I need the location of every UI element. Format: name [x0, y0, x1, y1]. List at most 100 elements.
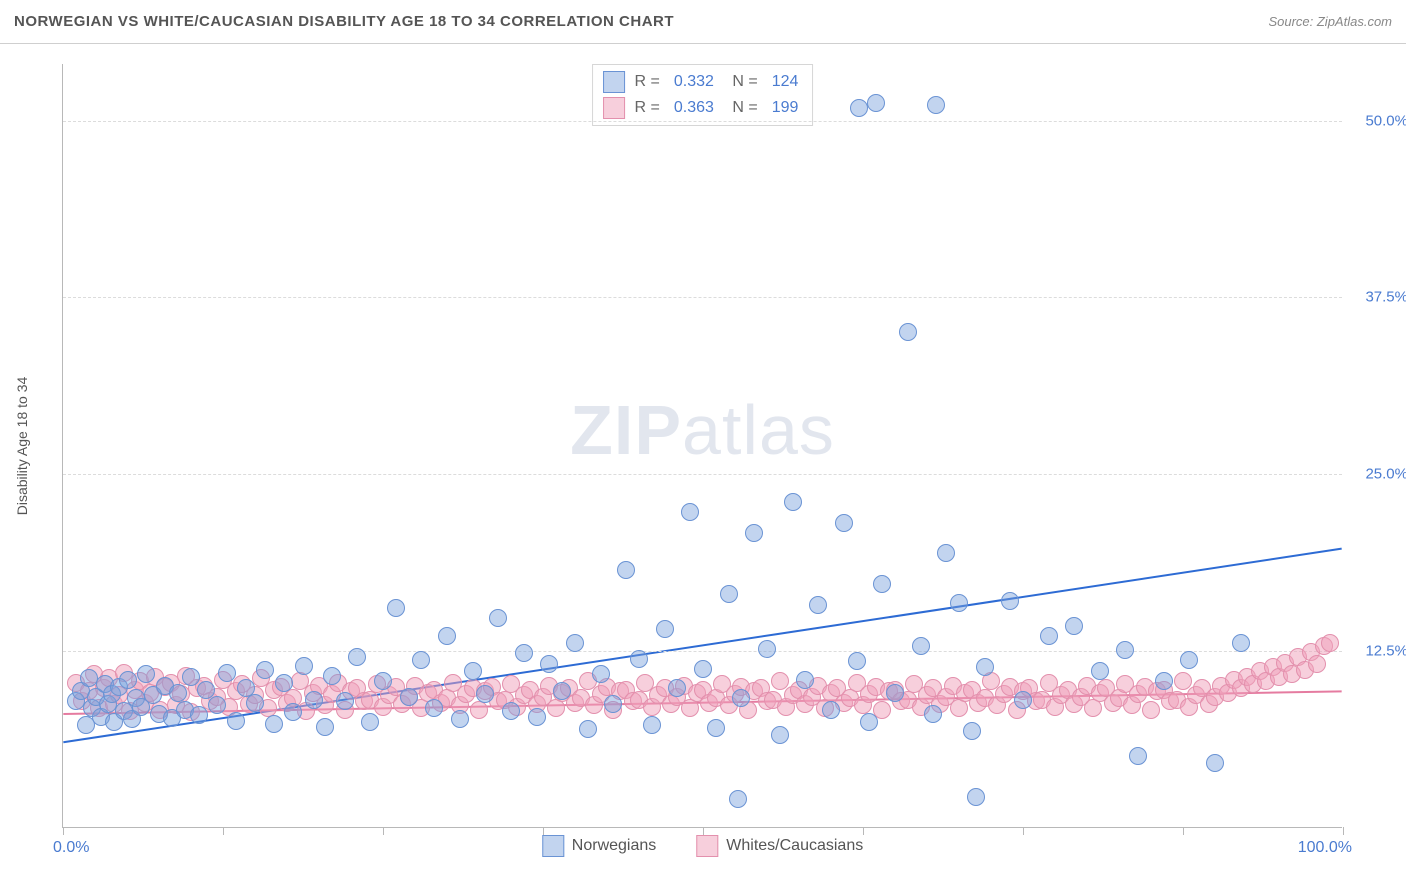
legend-row-0: R = 0.332 N = 124: [603, 69, 803, 95]
scatter-point: [502, 702, 520, 720]
scatter-point: [967, 788, 985, 806]
scatter-point: [796, 671, 814, 689]
scatter-point: [227, 712, 245, 730]
scatter-point: [976, 658, 994, 676]
scatter-point: [547, 699, 565, 717]
scatter-point: [515, 644, 533, 662]
chart-title: NORWEGIAN VS WHITE/CAUCASIAN DISABILITY …: [14, 13, 674, 30]
scatter-point: [681, 699, 699, 717]
scatter-point: [1014, 691, 1032, 709]
legend-n-0: 124: [772, 73, 799, 91]
scatter-point: [190, 706, 208, 724]
chart-header: NORWEGIAN VS WHITE/CAUCASIAN DISABILITY …: [0, 0, 1406, 44]
scatter-point: [182, 668, 200, 686]
scatter-point: [850, 99, 868, 117]
scatter-point: [912, 637, 930, 655]
scatter-point: [950, 699, 968, 717]
scatter-point: [528, 708, 546, 726]
x-axis-start-label: 0.0%: [53, 839, 89, 857]
series-swatch-0: [542, 835, 564, 857]
scatter-point: [566, 634, 584, 652]
x-tick: [223, 827, 224, 835]
series-label-1: Whites/Caucasians: [726, 837, 863, 855]
scatter-point: [412, 651, 430, 669]
scatter-point: [336, 692, 354, 710]
scatter-point: [758, 640, 776, 658]
scatter-point: [604, 695, 622, 713]
grid-line: [63, 121, 1342, 122]
correlation-legend: R = 0.332 N = 124 R = 0.363 N = 199: [592, 64, 814, 126]
y-tick-label: 25.0%: [1348, 466, 1406, 483]
scatter-point: [1116, 641, 1134, 659]
scatter-point: [1308, 655, 1326, 673]
scatter-point: [860, 713, 878, 731]
scatter-point: [1091, 662, 1109, 680]
series-legend: Norwegians Whites/Caucasians: [542, 835, 863, 857]
legend-r-label: R =: [635, 73, 660, 91]
scatter-point: [899, 323, 917, 341]
scatter-point: [316, 718, 334, 736]
x-tick: [1183, 827, 1184, 835]
scatter-point: [771, 726, 789, 744]
scatter-point: [1232, 634, 1250, 652]
scatter-point: [848, 652, 866, 670]
scatter-point: [1040, 627, 1058, 645]
x-tick: [383, 827, 384, 835]
scatter-point: [867, 94, 885, 112]
scatter-point: [732, 689, 750, 707]
legend-n-label: N =: [728, 73, 758, 91]
scatter-point: [822, 701, 840, 719]
scatter-point: [1084, 699, 1102, 717]
scatter-point: [295, 657, 313, 675]
scatter-point: [246, 694, 264, 712]
scatter-point: [835, 514, 853, 532]
y-tick-label: 50.0%: [1348, 112, 1406, 129]
scatter-point: [425, 699, 443, 717]
scatter-point: [643, 716, 661, 734]
y-tick-label: 37.5%: [1348, 289, 1406, 306]
scatter-point: [745, 524, 763, 542]
y-tick-label: 12.5%: [1348, 643, 1406, 660]
scatter-point: [937, 544, 955, 562]
scatter-point: [1206, 754, 1224, 772]
scatter-point: [720, 585, 738, 603]
scatter-point: [470, 701, 488, 719]
scatter-point: [374, 672, 392, 690]
scatter-point: [1321, 634, 1339, 652]
scatter-point: [265, 715, 283, 733]
scatter-point: [927, 96, 945, 114]
scatter-point: [284, 703, 302, 721]
scatter-point: [476, 685, 494, 703]
grid-line: [63, 474, 1342, 475]
legend-row-1: R = 0.363 N = 199: [603, 95, 803, 121]
scatter-point: [873, 575, 891, 593]
scatter-point: [348, 648, 366, 666]
scatter-point: [617, 561, 635, 579]
x-tick: [703, 827, 704, 835]
scatter-point: [1155, 672, 1173, 690]
legend-swatch-0: [603, 71, 625, 93]
x-tick: [543, 827, 544, 835]
scatter-point: [784, 493, 802, 511]
legend-r-0: 0.332: [674, 73, 714, 91]
scatter-point: [387, 599, 405, 617]
x-axis-end-label: 100.0%: [1298, 839, 1352, 857]
scatter-point: [707, 719, 725, 737]
scatter-point: [630, 650, 648, 668]
scatter-point: [438, 627, 456, 645]
scatter-point: [169, 684, 187, 702]
scatter-point: [592, 665, 610, 683]
scatter-point: [809, 596, 827, 614]
source-attribution: Source: ZipAtlas.com: [1268, 14, 1392, 29]
scatter-point: [950, 594, 968, 612]
scatter-point: [668, 679, 686, 697]
scatter-plot-area: ZIPatlas R = 0.332 N = 124 R = 0.363 N =…: [62, 64, 1342, 828]
legend-r-label: R =: [635, 99, 660, 117]
scatter-point: [305, 691, 323, 709]
scatter-point: [451, 710, 469, 728]
scatter-point: [1001, 592, 1019, 610]
scatter-point: [80, 669, 98, 687]
scatter-point: [1129, 747, 1147, 765]
y-axis-label: Disability Age 18 to 34: [14, 377, 30, 516]
scatter-point: [464, 662, 482, 680]
